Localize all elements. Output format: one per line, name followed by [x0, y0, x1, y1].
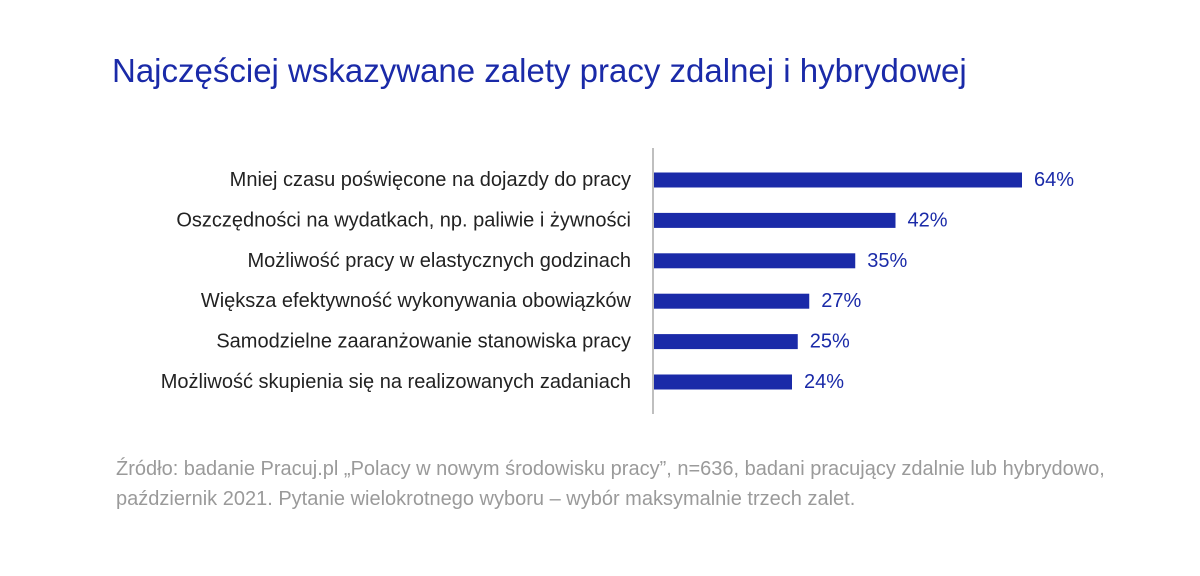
bar — [654, 334, 798, 350]
value-label: 24% — [804, 371, 844, 393]
bar — [654, 374, 792, 390]
category-label: Możliwość pracy w elastycznych godzinach — [248, 250, 632, 272]
category-label: Oszczędności na wydatkach, np. paliwie i… — [176, 209, 631, 231]
value-label: 35% — [867, 250, 907, 272]
bars-group: Mniej czasu poświęcone na dojazdy do pra… — [161, 169, 1074, 393]
bar — [654, 293, 810, 309]
category-label: Mniej czasu poświęcone na dojazdy do pra… — [230, 169, 631, 191]
category-label: Samodzielne zaaranżowanie stanowiska pra… — [216, 331, 631, 353]
value-label: 64% — [1034, 169, 1074, 191]
value-label: 25% — [810, 331, 850, 353]
chart-title: Najczęściej wskazywane zalety pracy zdal… — [112, 52, 967, 89]
bar — [654, 253, 856, 269]
bar — [654, 172, 1022, 188]
bar — [654, 212, 896, 228]
source-note: Źródło: badanie Pracuj.pl „Polacy w nowy… — [116, 458, 1105, 510]
value-label: 42% — [908, 209, 948, 231]
value-label: 27% — [821, 290, 861, 312]
category-label: Możliwość skupienia się na realizowanych… — [161, 371, 631, 393]
category-label: Większa efektywność wykonywania obowiązk… — [201, 290, 632, 312]
